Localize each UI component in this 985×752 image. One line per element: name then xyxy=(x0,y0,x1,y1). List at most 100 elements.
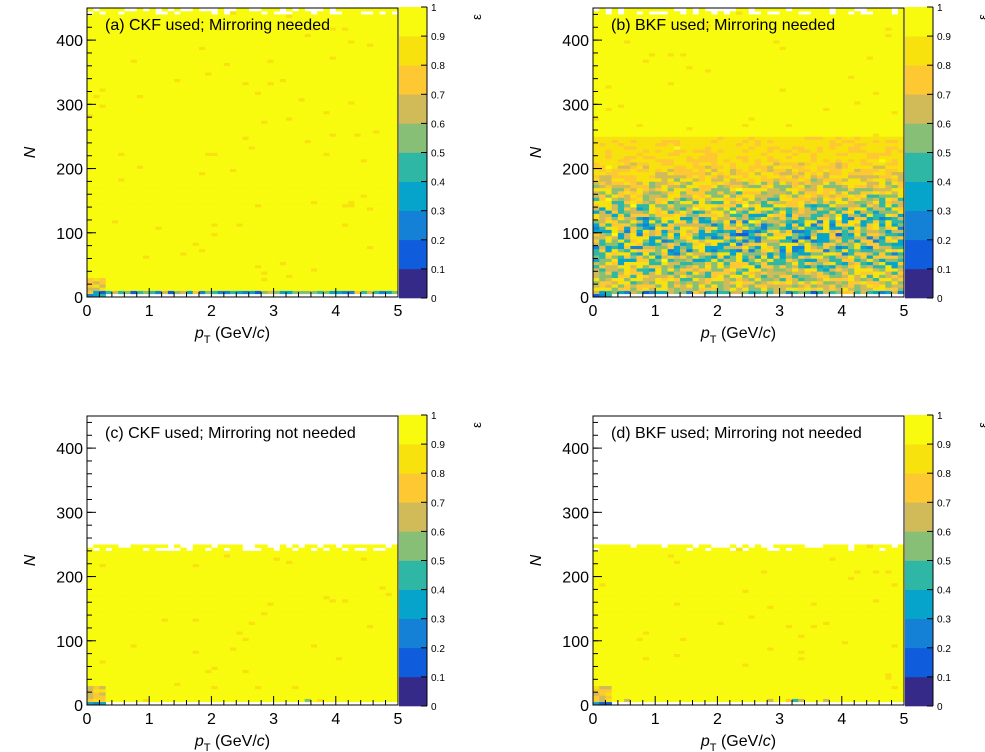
heatmap-cell xyxy=(186,255,194,259)
heatmap-cell xyxy=(360,223,368,227)
heatmap-cell xyxy=(391,72,399,76)
heatmap-cell xyxy=(879,264,886,269)
heatmap-cell xyxy=(230,27,237,31)
heatmap-cell xyxy=(99,142,106,147)
heatmap-cell xyxy=(342,178,349,182)
heatmap-cell xyxy=(155,30,162,34)
heatmap-cell xyxy=(866,277,874,282)
heatmap-cell xyxy=(217,81,225,86)
heatmap-cell xyxy=(348,65,355,70)
heatmap-cell xyxy=(205,191,212,195)
heatmap-cell xyxy=(93,248,100,253)
heatmap-cell xyxy=(236,235,243,240)
heatmap-cell xyxy=(87,46,94,51)
heatmap-cell xyxy=(267,207,274,211)
heatmap-cell xyxy=(292,146,299,150)
heatmap-cell xyxy=(230,139,237,144)
heatmap-cell xyxy=(329,43,337,47)
heatmap-cell xyxy=(142,219,150,224)
heatmap-cell xyxy=(130,65,138,70)
heatmap-cell xyxy=(599,277,606,282)
heatmap-cell xyxy=(391,130,399,134)
heatmap-cell xyxy=(118,40,125,44)
heatmap-cell xyxy=(317,40,324,44)
heatmap-cell xyxy=(329,245,337,250)
heatmap-cell xyxy=(142,91,150,95)
heatmap-cell xyxy=(155,149,162,153)
heatmap-cell xyxy=(174,78,181,83)
heatmap-cell xyxy=(310,223,318,227)
heatmap-cell xyxy=(261,194,268,198)
heatmap-cell xyxy=(273,239,281,243)
heatmap-cell xyxy=(99,178,106,182)
heatmap-cell xyxy=(161,158,169,163)
heatmap-cell xyxy=(317,52,324,57)
heatmap-cell xyxy=(391,184,399,189)
heatmap-cell xyxy=(711,284,718,288)
heatmap-cell xyxy=(829,277,836,282)
heatmap-cell xyxy=(704,261,712,266)
heatmap-cell xyxy=(279,210,287,214)
heatmap-cell xyxy=(211,203,218,208)
heatmap-cell xyxy=(93,219,100,224)
heatmap-cell xyxy=(642,271,650,275)
heatmap-cell xyxy=(673,268,681,272)
heatmap-cell xyxy=(155,14,162,18)
heatmap-cell xyxy=(342,133,349,137)
heatmap-cell xyxy=(329,81,337,86)
heatmap-cell xyxy=(342,149,349,153)
heatmap-cell xyxy=(298,133,305,137)
heatmap-cell xyxy=(379,271,386,275)
heatmap-cell xyxy=(717,284,724,288)
heatmap-cell xyxy=(310,252,318,256)
heatmap-cell xyxy=(723,274,731,279)
heatmap-cell xyxy=(742,287,749,291)
heatmap-cell xyxy=(298,20,305,25)
heatmap-cell xyxy=(317,33,324,38)
heatmap-cell xyxy=(167,200,175,205)
heatmap-cell xyxy=(267,126,274,131)
heatmap-cell xyxy=(310,274,318,279)
heatmap-cell xyxy=(99,226,106,230)
heatmap-cell xyxy=(205,252,212,256)
heatmap-cell xyxy=(242,30,250,34)
heatmap-cell xyxy=(342,239,349,243)
heatmap-cell xyxy=(198,200,206,205)
heatmap-cell xyxy=(286,174,293,179)
heatmap-cell xyxy=(342,277,349,282)
heatmap-cell xyxy=(217,235,225,240)
heatmap-cell xyxy=(149,171,156,176)
heatmap-cell xyxy=(93,284,100,288)
heatmap-cell xyxy=(366,174,374,179)
heatmap-cell xyxy=(379,91,386,95)
heatmap-cell xyxy=(192,110,200,115)
heatmap-cell xyxy=(161,242,169,246)
heatmap-cell xyxy=(342,290,349,295)
heatmap-cell xyxy=(317,133,324,137)
heatmap-cell xyxy=(391,91,399,95)
heatmap-cell xyxy=(180,94,187,99)
heatmap-cell xyxy=(136,69,144,73)
heatmap-cell xyxy=(254,284,262,288)
heatmap-cell xyxy=(342,139,349,144)
heatmap-cell xyxy=(242,274,250,279)
heatmap-cell xyxy=(167,210,175,214)
heatmap-cell xyxy=(124,171,131,176)
heatmap-cell xyxy=(124,232,131,237)
heatmap-cell xyxy=(304,284,312,288)
heatmap-cell xyxy=(167,117,175,121)
heatmap-cell xyxy=(223,216,231,221)
heatmap-cell xyxy=(192,197,200,201)
heatmap-cell xyxy=(317,27,324,31)
heatmap-cell xyxy=(217,30,225,34)
heatmap-cell xyxy=(217,46,225,51)
heatmap-cell xyxy=(267,133,274,137)
heatmap-cell xyxy=(391,120,399,124)
heatmap-cell xyxy=(317,242,324,246)
heatmap-cell xyxy=(149,152,156,157)
heatmap-cell xyxy=(211,271,218,275)
heatmap-cell xyxy=(192,94,200,99)
heatmap-cell xyxy=(317,49,324,54)
heatmap-cell xyxy=(648,287,656,291)
heatmap-cell xyxy=(686,264,693,269)
